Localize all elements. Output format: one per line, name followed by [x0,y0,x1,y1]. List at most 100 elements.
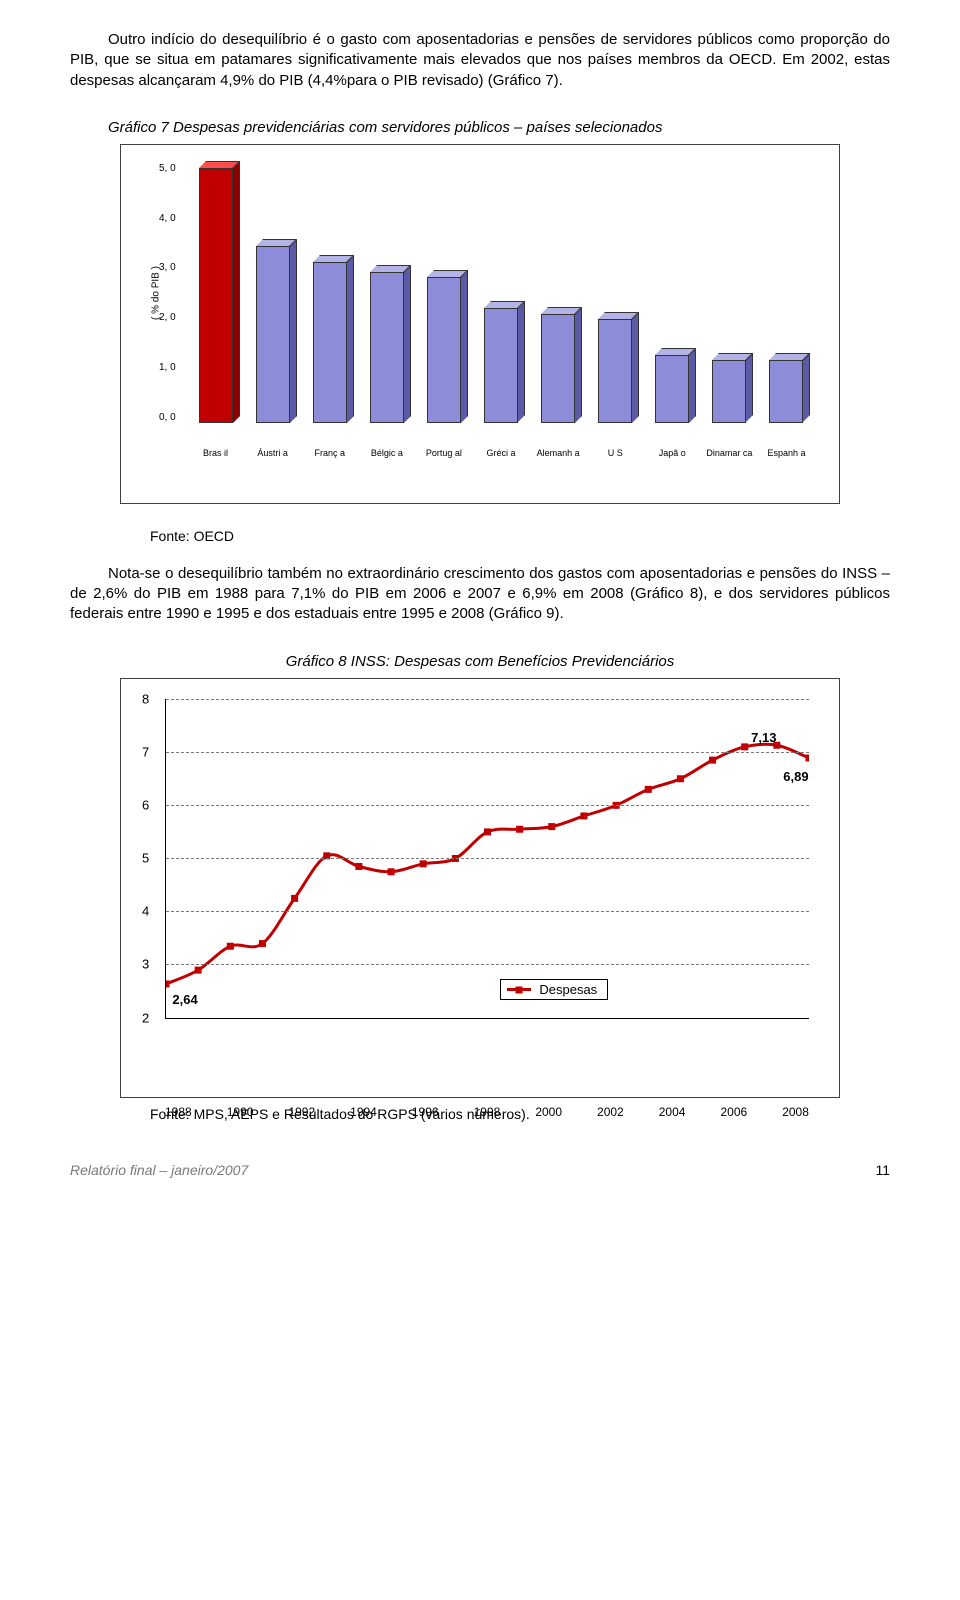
chart8-marker [291,894,298,901]
bar-slot [589,319,642,423]
chart7-ytick: 3, 0 [159,262,176,273]
chart8-marker [166,980,170,987]
chart8-legend: Despesas [500,979,608,1000]
chart8-xlabel: 1990 [227,1105,254,1119]
chart8-annotation: 7,13 [751,730,776,745]
chart8-ytick: 5 [142,851,149,866]
chart7-ytick: 1, 0 [159,362,176,373]
chart8-marker [580,812,587,819]
chart7-ytick: 0, 0 [159,412,176,423]
chart7-xlabel: Bras il [189,449,242,459]
chart8-xlabel: 2004 [659,1105,686,1119]
chart8-annotation: 6,89 [783,769,808,784]
chart8-marker [677,775,684,782]
chart8-xlabel: 2006 [720,1105,747,1119]
chart7-xlabel: Dinamar ca [703,449,756,459]
legend-label: Despesas [539,982,597,997]
bar-slot [532,314,585,423]
chart8-marker [227,942,234,949]
chart7-xlabel: Gréci a [474,449,527,459]
chart8-container: Despesas 23456782,647,136,89 19881990199… [120,678,840,1098]
bar [370,272,404,423]
bar-slot [703,360,756,422]
chart8-xlabel: 2008 [782,1105,809,1119]
bar [712,360,746,422]
gridline [166,805,809,806]
gridline [166,858,809,859]
chart7-plot: ( % do PIB ) 5, 04, 03, 02, 01, 00, 0 Br… [169,163,813,423]
chart8-xlabel: 1994 [350,1105,377,1119]
chart7-ytick: 5, 0 [159,163,176,174]
chart8-title: Gráfico 8 INSS: Despesas com Benefícios … [70,653,890,670]
chart8-ytick: 3 [142,957,149,972]
chart7-bars [189,163,813,423]
bar-slot [760,360,813,422]
footer-left: Relatório final – janeiro/2007 [70,1162,248,1178]
chart7-source: Fonte: OECD [150,528,890,544]
chart8-marker [709,756,716,763]
chart8-xlabel: 1998 [474,1105,501,1119]
chart8-ytick: 8 [142,691,149,706]
chart7-yaxis: 5, 0 4, 0 3, 0 2, 0 1, 0 0, 0 [159,163,176,423]
paragraph-1: Outro indício do desequilíbrio é o gasto… [70,30,890,91]
bar-slot [303,262,356,423]
chart8-marker [741,743,748,750]
chart8-marker [355,862,362,869]
bar [598,319,632,423]
bar [313,262,347,423]
bar [256,246,290,423]
chart8-xlabels: 1988 1990 1992 1994 1996 1998 2000 2002 2004 2006… [165,1105,809,1119]
gridline [166,964,809,965]
chart8-xlabel: 1992 [288,1105,315,1119]
bar-slot [646,355,699,423]
chart8-ytick: 6 [142,797,149,812]
paragraph-2: Nota-se o desequilíbrio também no extrao… [70,564,890,625]
gridline [166,752,809,753]
bar-slot [417,277,470,423]
chart8-marker [548,823,555,830]
chart8-line [166,744,809,984]
chart8-xlabel: 2000 [535,1105,562,1119]
chart7-xlabel: Portug al [417,449,470,459]
chart8-marker [805,754,809,761]
chart7-container: ( % do PIB ) 5, 04, 03, 02, 01, 00, 0 Br… [120,144,840,504]
legend-swatch [507,988,531,991]
chart7-xlabel: Bélgic a [360,449,413,459]
bar [769,360,803,422]
chart7-xlabel: U S [589,449,642,459]
gridline [166,699,809,700]
bar-slot [360,272,413,423]
bar [484,308,518,422]
chart8-marker [388,868,395,875]
chart7-xlabel: Japã o [646,449,699,459]
gridline [166,911,809,912]
chart8-marker [195,966,202,973]
chart7-ytick: 4, 0 [159,213,176,224]
bar [427,277,461,423]
chart8-marker [420,860,427,867]
chart8-marker [645,785,652,792]
footer-page: 11 [875,1162,890,1178]
chart8-annotation: 2,64 [172,992,197,1007]
bar [655,355,689,423]
chart8-xlabel: 1988 [165,1105,192,1119]
chart7-xlabel: Espanh a [760,449,813,459]
chart8-xlabel: 1996 [412,1105,439,1119]
chart7-xlabel: Áustri a [246,449,299,459]
chart7-xlabel: Alemanh a [532,449,585,459]
chart7-xlabels: Bras il Áustri a Franç a Bélgic a Portug al G… [189,449,813,459]
chart7-ytick: 2, 0 [159,312,176,323]
chart8-plot: Despesas 23456782,647,136,89 [165,699,809,1019]
chart8-xlabel: 2002 [597,1105,624,1119]
chart7-title: Gráfico 7 Despesas previdenciárias com s… [70,119,890,136]
chart8-marker [516,825,523,832]
page-footer: Relatório final – janeiro/2007 11 [70,1162,890,1178]
bar-slot [189,168,242,423]
chart7-xlabel: Franç a [303,449,356,459]
bar-slot [474,308,527,422]
bar-slot [246,246,299,423]
chart8-ytick: 4 [142,904,149,919]
chart8-ytick: 2 [142,1010,149,1025]
bar [199,168,233,423]
bar [541,314,575,423]
